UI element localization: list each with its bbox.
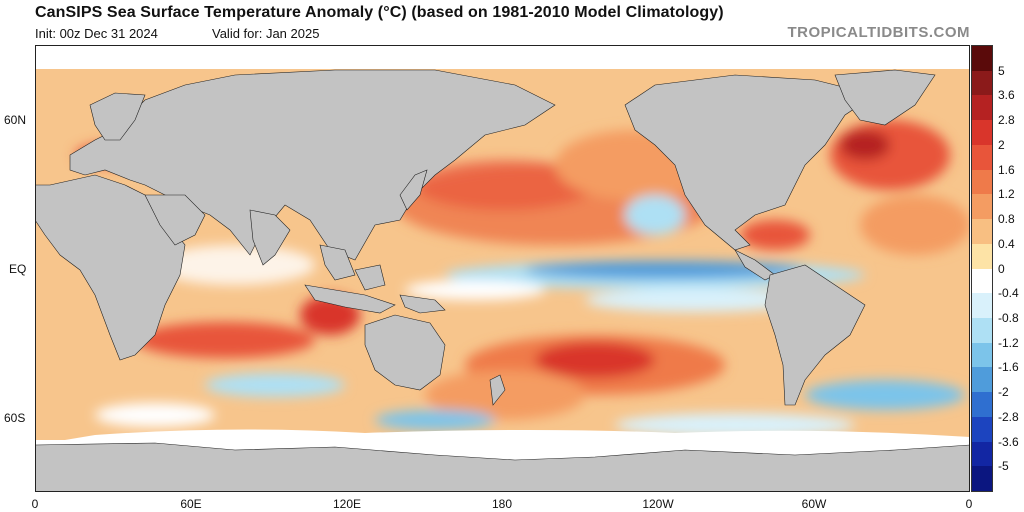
colorbar-swatch [972, 219, 992, 245]
colorbar-label: 1.6 [998, 162, 1015, 177]
colorbar-label: -2.8 [998, 409, 1019, 424]
colorbar-label: 1.2 [998, 187, 1015, 202]
colorbar-swatch [972, 120, 992, 146]
lon-label-60w: 60W [801, 497, 827, 511]
anomaly-field [75, 120, 970, 437]
colorbar-swatch [972, 243, 992, 269]
land-japan [399, 169, 428, 211]
site-watermark: TROPICALTIDBITS.COM [787, 24, 970, 41]
map-title: CanSIPS Sea Surface Temperature Anomaly … [35, 4, 724, 21]
land-antarctica [35, 442, 970, 492]
colorbar-label: 0.4 [998, 236, 1015, 251]
land-new-zealand [489, 374, 506, 406]
colorbar-label: -5 [998, 459, 1009, 474]
colorbar-swatch [972, 317, 992, 344]
lon-label-60e: 60E [180, 497, 202, 511]
colorbar-swatch [972, 95, 992, 121]
colorbar-swatch [972, 342, 992, 368]
lat-label-eq: EQ [9, 262, 27, 276]
colorbar-label: -1.2 [998, 335, 1019, 350]
colorbar-swatch [972, 367, 992, 393]
colorbar-swatch [972, 194, 992, 220]
colorbar-label: 0 [998, 261, 1005, 276]
lon-label-120w: 120W [642, 497, 674, 511]
land-new-guinea [399, 294, 446, 314]
colorbar-label: -3.6 [998, 434, 1019, 449]
colorbar-label: 2.8 [998, 113, 1015, 128]
lon-label-0-east: 0 [965, 497, 973, 511]
colorbar-swatch [972, 466, 992, 492]
colorbar-swatch [972, 268, 992, 294]
land-indonesia [304, 284, 396, 314]
colorbar-swatch [972, 293, 992, 319]
lon-label-0: 0 [31, 497, 39, 511]
land-greenland [834, 69, 936, 126]
colorbar-label: 3.6 [998, 88, 1015, 103]
land-eurasia [69, 69, 556, 261]
map-frame [35, 45, 970, 492]
land-borneo [354, 264, 386, 291]
colorbar-label: 5 [998, 63, 1005, 78]
lon-label-120e: 120E [332, 497, 362, 511]
colorbar-label: 2 [998, 137, 1005, 152]
land-scandinavia [89, 92, 146, 141]
lat-label-60n: 60N [4, 113, 27, 127]
land-south-america [764, 264, 866, 406]
colorbar-swatch [972, 441, 992, 467]
colorbar-label: -0.4 [998, 286, 1019, 301]
land-masses [35, 69, 970, 492]
colorbar-swatch [972, 169, 992, 195]
sst-anomaly-map [35, 45, 970, 492]
lon-label-180: 180 [491, 497, 513, 511]
colorbar-swatch [972, 70, 992, 96]
land-arabia [144, 194, 206, 246]
valid-time: Valid for: Jan 2025 [212, 26, 320, 41]
colorbar-label: -1.6 [998, 360, 1019, 375]
colorbar-swatch [972, 46, 992, 72]
colorbar-label: 0.8 [998, 212, 1015, 227]
land-north-america [624, 74, 876, 251]
colorbar-swatch [972, 392, 992, 418]
land-india [249, 209, 291, 266]
land-australia [364, 314, 446, 391]
init-time: Init: 00z Dec 31 2024 [35, 26, 158, 41]
colorbar [971, 45, 993, 492]
colorbar-swatch [972, 144, 992, 171]
colorbar-label: -0.8 [998, 310, 1019, 325]
colorbar-label: -2 [998, 385, 1009, 400]
land-se-asia [319, 244, 356, 281]
colorbar-swatch [972, 416, 992, 443]
lat-label-60s: 60S [4, 411, 26, 425]
